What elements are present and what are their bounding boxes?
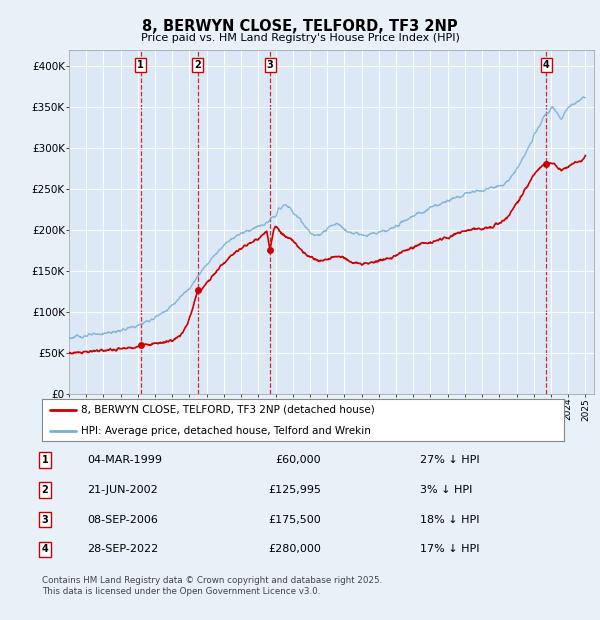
Text: 1: 1 (41, 455, 49, 465)
Text: 4: 4 (41, 544, 49, 554)
Text: £125,995: £125,995 (268, 485, 321, 495)
Text: 27% ↓ HPI: 27% ↓ HPI (420, 455, 479, 465)
Text: Price paid vs. HM Land Registry's House Price Index (HPI): Price paid vs. HM Land Registry's House … (140, 33, 460, 43)
Text: 3: 3 (41, 515, 49, 525)
Text: 2: 2 (41, 485, 49, 495)
Text: 8, BERWYN CLOSE, TELFORD, TF3 2NP (detached house): 8, BERWYN CLOSE, TELFORD, TF3 2NP (detac… (81, 405, 375, 415)
Text: £280,000: £280,000 (268, 544, 321, 554)
Text: 17% ↓ HPI: 17% ↓ HPI (420, 544, 479, 554)
Text: 28-SEP-2022: 28-SEP-2022 (87, 544, 158, 554)
Text: 8, BERWYN CLOSE, TELFORD, TF3 2NP: 8, BERWYN CLOSE, TELFORD, TF3 2NP (142, 19, 458, 33)
Text: Contains HM Land Registry data © Crown copyright and database right 2025.
This d: Contains HM Land Registry data © Crown c… (42, 576, 382, 596)
Text: 04-MAR-1999: 04-MAR-1999 (87, 455, 162, 465)
Text: 21-JUN-2002: 21-JUN-2002 (87, 485, 158, 495)
Text: 3% ↓ HPI: 3% ↓ HPI (420, 485, 472, 495)
Text: 1: 1 (137, 60, 144, 70)
Text: £175,500: £175,500 (268, 515, 321, 525)
Text: £60,000: £60,000 (275, 455, 321, 465)
Text: 18% ↓ HPI: 18% ↓ HPI (420, 515, 479, 525)
Text: 08-SEP-2006: 08-SEP-2006 (87, 515, 158, 525)
Text: 4: 4 (543, 60, 550, 70)
Text: HPI: Average price, detached house, Telford and Wrekin: HPI: Average price, detached house, Telf… (81, 426, 371, 436)
Text: 3: 3 (266, 60, 274, 70)
Text: 2: 2 (194, 60, 201, 70)
